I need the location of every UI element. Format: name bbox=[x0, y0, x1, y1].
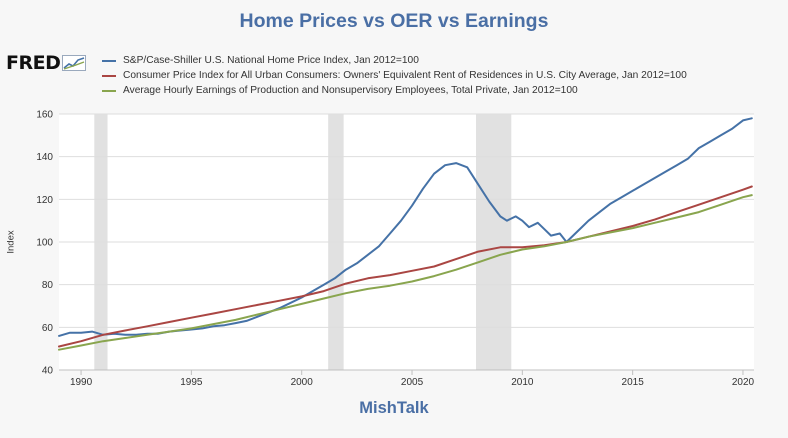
y-tick-label: 80 bbox=[42, 280, 54, 291]
x-tick-label: 1995 bbox=[180, 377, 203, 388]
series-line-2 bbox=[58, 194, 753, 351]
x-tick-label: 2000 bbox=[291, 377, 314, 388]
x-tick-label: 1990 bbox=[70, 377, 93, 388]
fred-logo-text: FRED bbox=[6, 52, 61, 74]
fred-logo: FRED bbox=[6, 52, 87, 74]
legend-swatch bbox=[102, 89, 116, 92]
chart-subtitle: MishTalk bbox=[359, 399, 429, 417]
legend-label: Consumer Price Index for All Urban Consu… bbox=[123, 70, 687, 81]
chart-legend: S&P/Case-Shiller U.S. National Home Pric… bbox=[102, 53, 687, 98]
y-tick-label: 120 bbox=[36, 195, 53, 206]
y-tick-label: 40 bbox=[42, 366, 54, 377]
y-tick-label: 160 bbox=[36, 110, 53, 121]
chart-title: Home Prices vs OER vs Earnings bbox=[239, 10, 549, 32]
y-tick-label: 100 bbox=[36, 238, 53, 249]
y-tick-label: 140 bbox=[36, 152, 53, 163]
legend-label: S&P/Case-Shiller U.S. National Home Pric… bbox=[123, 55, 419, 66]
x-tick-label: 2005 bbox=[401, 377, 424, 388]
legend-item-home-price[interactable]: S&P/Case-Shiller U.S. National Home Pric… bbox=[102, 53, 687, 68]
series-line-1 bbox=[58, 185, 753, 348]
legend-label: Average Hourly Earnings of Production an… bbox=[123, 85, 578, 96]
fred-chart-icon bbox=[62, 55, 87, 71]
legend-item-oer[interactable]: Consumer Price Index for All Urban Consu… bbox=[102, 68, 687, 83]
y-tick-label: 60 bbox=[42, 323, 54, 334]
legend-swatch bbox=[102, 59, 116, 62]
legend-item-earnings[interactable]: Average Hourly Earnings of Production an… bbox=[102, 83, 687, 98]
legend-swatch bbox=[102, 74, 116, 77]
x-tick-label: 2010 bbox=[511, 377, 534, 388]
x-tick-label: 2020 bbox=[732, 377, 755, 388]
x-tick-label: 2015 bbox=[622, 377, 645, 388]
